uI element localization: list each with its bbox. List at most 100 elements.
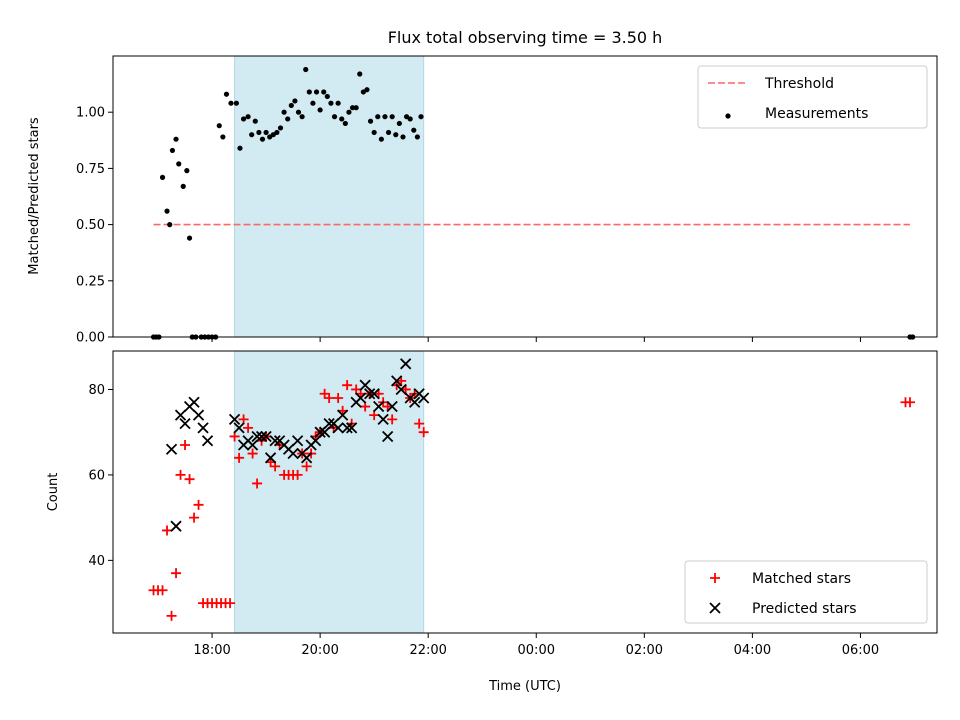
measurement-point (328, 100, 334, 106)
measurement-point (216, 123, 222, 129)
matched-star-point (162, 525, 173, 536)
predicted-star-point (291, 435, 304, 447)
predicted-star-point (314, 426, 326, 438)
axes-frame (112, 350, 938, 634)
matched-star-point (342, 380, 353, 391)
measurement-point (159, 174, 166, 180)
predicted-star-point (300, 452, 313, 464)
measurement-point (245, 114, 251, 120)
measurement-point (167, 222, 173, 228)
matched-star-point (247, 448, 258, 459)
y-tick-label: 40 (88, 554, 105, 569)
matched-star-point (157, 585, 168, 596)
predicted-star-point (332, 422, 344, 434)
measurement-point (285, 116, 291, 122)
measurement-point (288, 102, 294, 109)
predicted-star-point (346, 422, 358, 434)
measurement-point (240, 116, 247, 122)
measurement-point (299, 114, 305, 120)
measurement-point (382, 114, 388, 120)
predicted-star-point (174, 409, 187, 421)
measurement-point (321, 89, 327, 95)
measurement-point (331, 114, 338, 120)
predicted-star-point (197, 422, 209, 434)
predicted-star-point (377, 413, 389, 426)
predicted-star-point (355, 392, 367, 404)
top-y-axis-label: Matched/Predicted stars (27, 117, 42, 275)
legend-label: Predicted stars (752, 601, 857, 617)
chart-title: Flux total observing time = 3.50 h (388, 28, 663, 47)
predicted-star-point (255, 430, 268, 443)
y-tick-label: 60 (88, 468, 105, 483)
predicted-star-point (287, 447, 299, 460)
measurement-point (173, 136, 179, 142)
y-tick-label: 0.25 (76, 274, 105, 289)
measurement-point (233, 100, 239, 106)
measurement-point (223, 91, 230, 97)
predicted-star-point (386, 400, 398, 413)
legend-label: Threshold (764, 76, 834, 92)
y-tick-label: 80 (88, 383, 105, 398)
legend-handle-measurements (725, 113, 731, 119)
matched-star-point (387, 414, 398, 425)
matched-star-point (292, 469, 303, 480)
measurement-point (228, 100, 234, 106)
measurement-point (176, 161, 182, 167)
x-tick-label: 04:00 (734, 643, 771, 658)
x-tick-label: 20:00 (301, 643, 338, 658)
measurement-point (186, 235, 193, 241)
matched-star-point (418, 427, 429, 438)
predicted-star-point (188, 396, 200, 408)
measurement-point (342, 120, 348, 127)
measurement-point (393, 132, 399, 138)
predicted-star-point (400, 358, 412, 370)
legend-handle-predicted (709, 602, 721, 614)
predicted-star-point (260, 430, 272, 443)
matched-star-point (175, 469, 186, 480)
predicted-star-point (201, 435, 214, 447)
predicted-star-point (170, 520, 182, 532)
legend-box (697, 65, 928, 129)
measurement-point (310, 100, 316, 106)
measurement-point (378, 136, 384, 142)
predicted-star-point (318, 426, 331, 438)
y-tick-label: 0.75 (76, 162, 105, 177)
measurement-point (335, 100, 341, 106)
matched-star-point (234, 452, 245, 463)
measurement-point (252, 118, 258, 124)
predicted-star-point (373, 400, 385, 413)
measurement-point (411, 127, 417, 133)
predicted-star-point (382, 430, 394, 443)
matched-star-point (189, 512, 200, 523)
matched-star-point (319, 388, 330, 399)
measurement-point (375, 114, 381, 120)
matched-star-point (414, 418, 425, 429)
predicted-star-point (165, 443, 178, 455)
predicted-star-point (368, 388, 380, 400)
measurement-point (303, 66, 309, 73)
predicted-star-point (264, 452, 277, 464)
measurement-point (306, 89, 312, 95)
legend-label: Measurements (765, 106, 868, 122)
predicted-star-point (364, 388, 376, 400)
predicted-star-point (341, 422, 353, 434)
measurement-point (346, 109, 352, 115)
legend-label: Matched stars (752, 571, 851, 587)
measurement-point (396, 120, 402, 127)
matched-star-point (171, 568, 182, 579)
predicted-star-point (269, 435, 281, 447)
measurement-point (349, 105, 356, 111)
x-tick-label: 22:00 (409, 643, 446, 658)
measurement-point (184, 168, 190, 174)
y-tick-label: 0.50 (76, 218, 105, 233)
predicted-star-point (309, 435, 322, 447)
predicted-star-point (179, 417, 191, 430)
measurement-point (180, 183, 186, 189)
measurement-point (277, 125, 284, 131)
measurement-point (324, 93, 330, 100)
x-tick-label: 18:00 (193, 643, 230, 658)
x-axis-label: Time (UTC) (488, 679, 561, 694)
y-tick-label: 0.00 (76, 331, 105, 346)
measurement-point (339, 116, 345, 122)
